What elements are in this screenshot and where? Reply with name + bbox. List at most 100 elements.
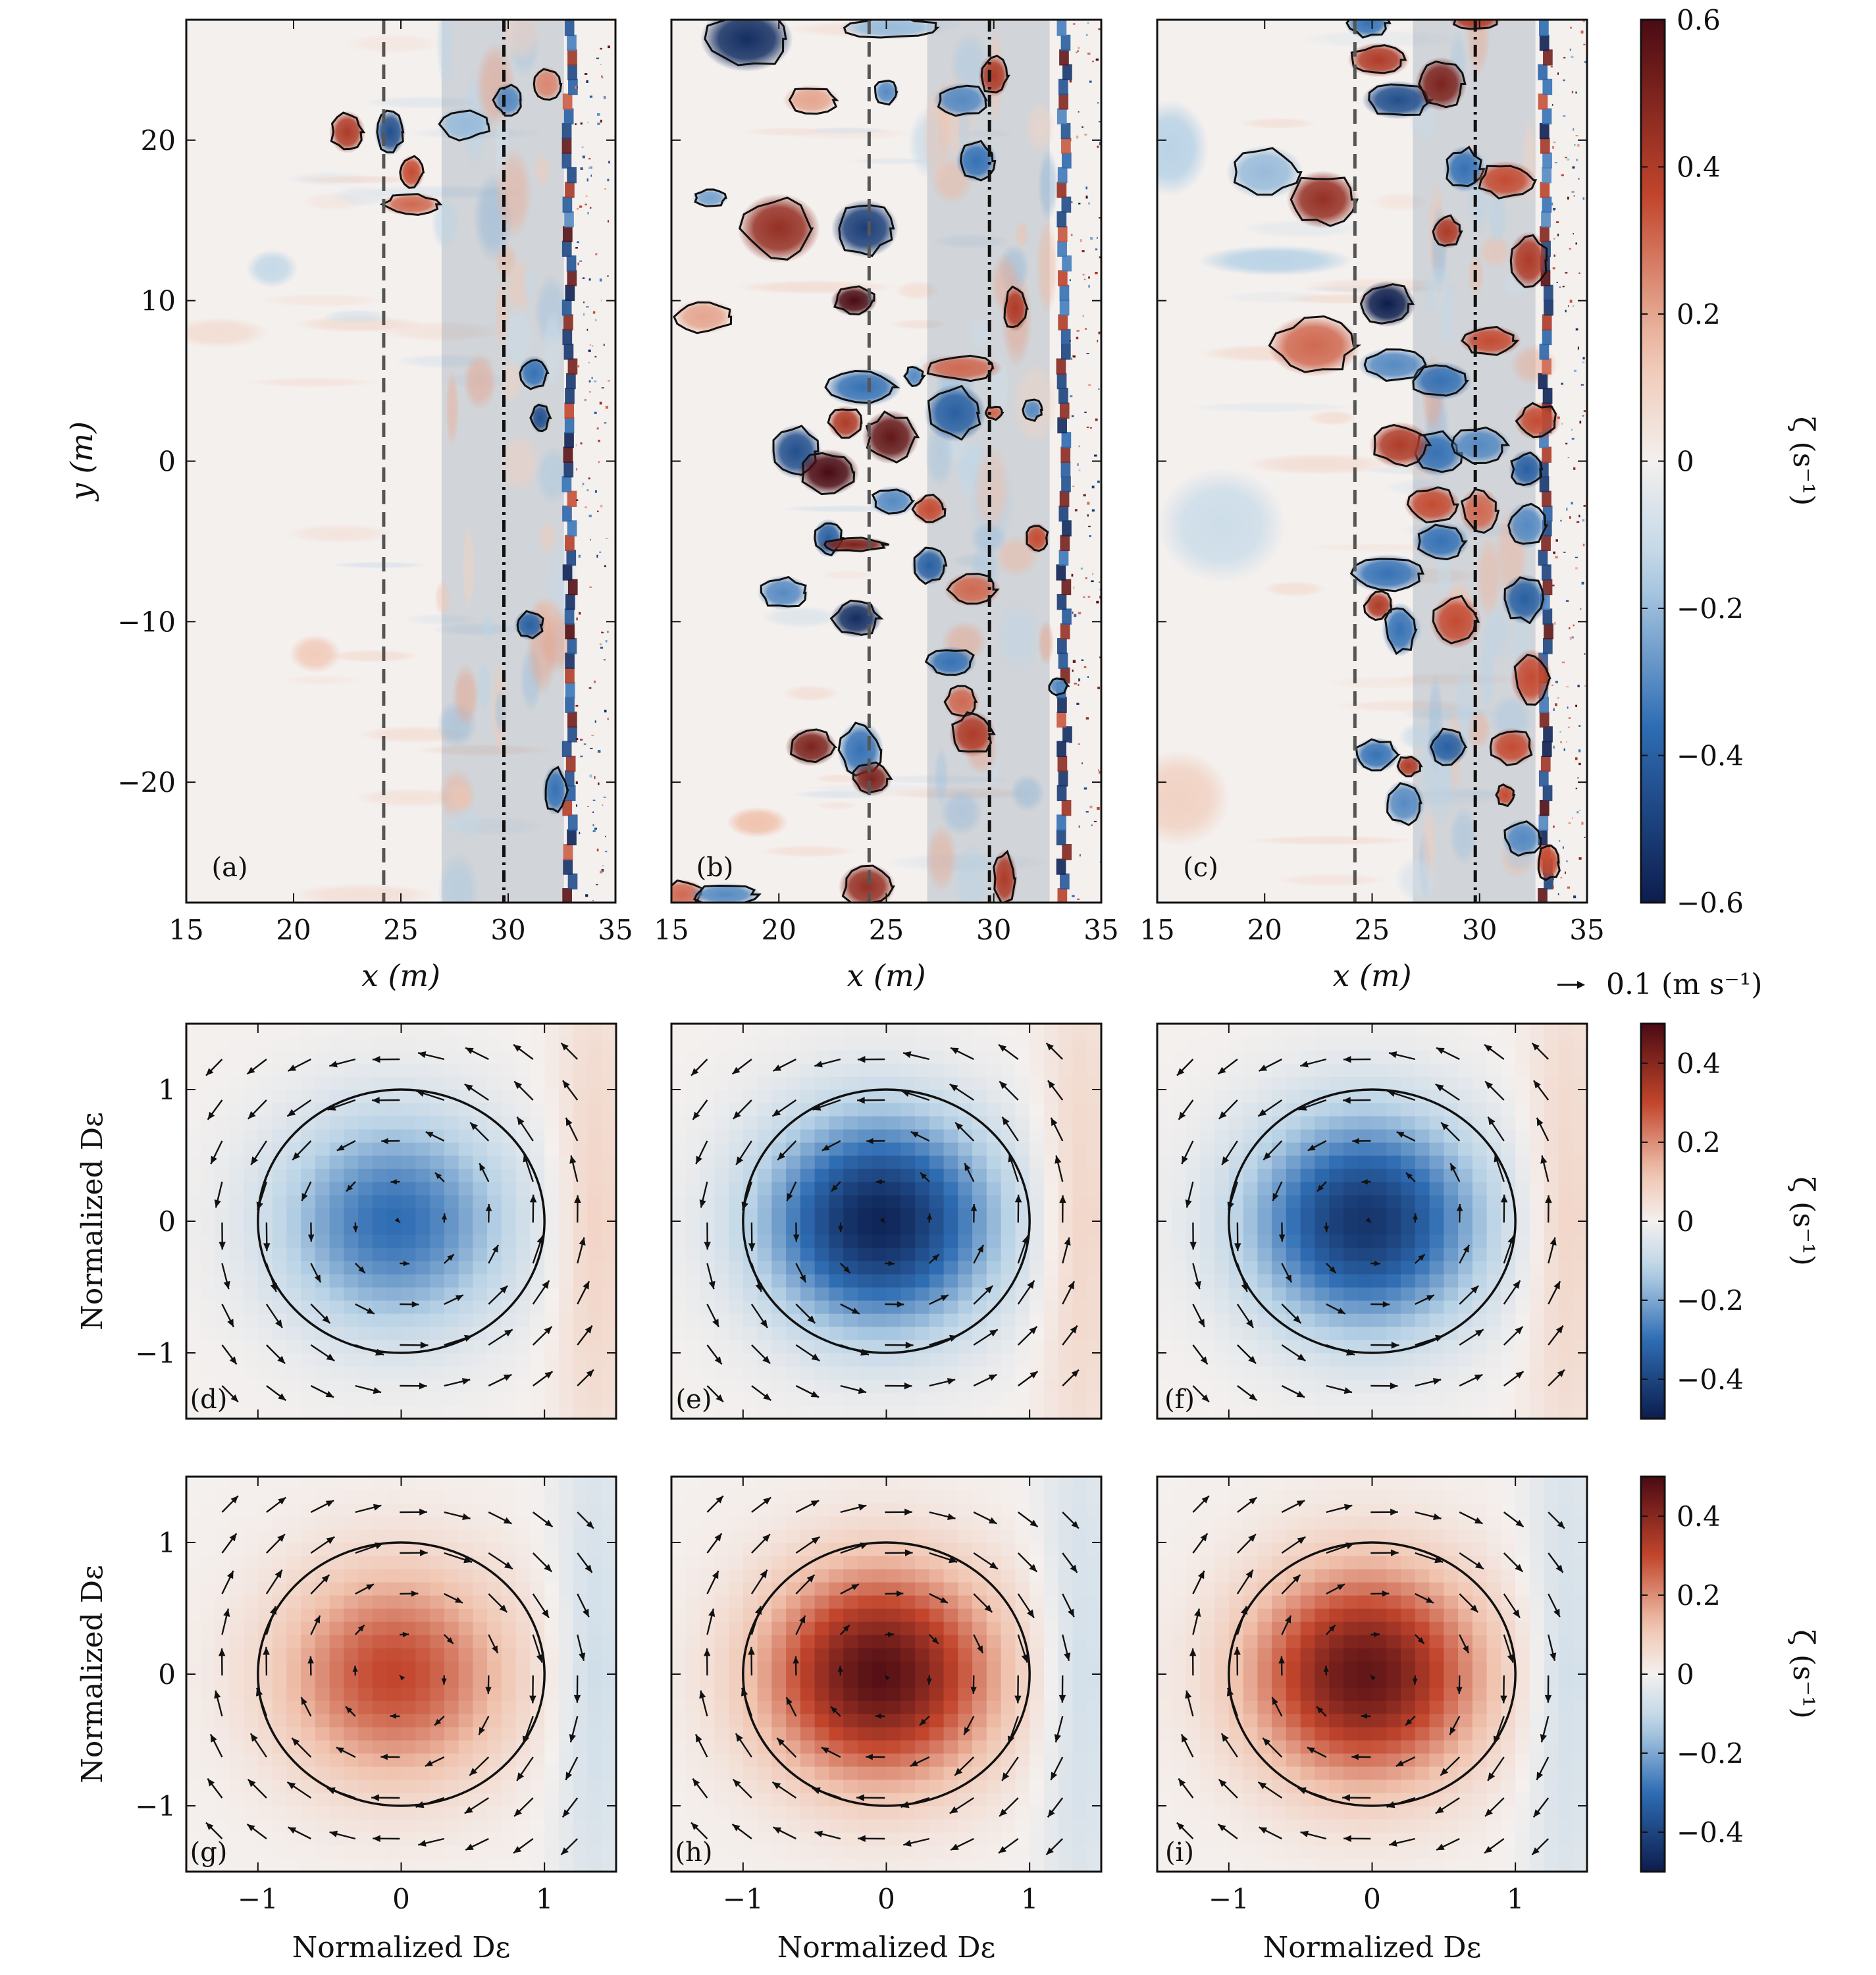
quiver-head — [219, 1242, 226, 1250]
breaker-stripe — [1056, 858, 1066, 875]
heatmap-cell — [530, 1340, 545, 1354]
vorticity-streak — [1449, 806, 1478, 866]
quiver-head — [812, 1103, 821, 1111]
heatmap-cell — [186, 1050, 201, 1064]
heatmap-cell — [1029, 1221, 1045, 1235]
heatmap-cell — [458, 1116, 473, 1130]
heatmap-cell — [685, 1379, 701, 1393]
heatmap-cell — [1401, 1103, 1416, 1117]
heatmap-cell — [1272, 1274, 1287, 1288]
breaker-speckle — [1082, 273, 1085, 276]
heatmap-cell — [229, 1477, 244, 1490]
heatmap-cell — [544, 1300, 560, 1314]
heatmap-cell — [200, 1569, 216, 1583]
heatmap-cell — [900, 1327, 916, 1340]
quiver-head — [1557, 1369, 1565, 1377]
heatmap-cell — [1401, 1300, 1416, 1314]
heatmap-cell — [1072, 1274, 1087, 1288]
heatmap-cell — [671, 1379, 687, 1393]
heatmap-cell — [344, 1595, 359, 1609]
heatmap-cell — [1573, 1406, 1587, 1419]
heatmap-cell — [301, 1063, 316, 1077]
heatmap-cell — [458, 1700, 473, 1714]
eddy-contour — [533, 68, 563, 101]
heatmap-cell — [1343, 1353, 1359, 1367]
heatmap-cell — [1087, 1090, 1101, 1103]
heatmap-cell — [286, 1182, 301, 1196]
heatmap-cell — [1444, 1221, 1459, 1235]
heatmap-cell — [315, 1142, 330, 1156]
heatmap-cell — [1357, 1248, 1373, 1261]
heatmap-cell — [1515, 1090, 1530, 1103]
heatmap-cell — [272, 1516, 287, 1530]
heatmap-cell — [1529, 1234, 1545, 1248]
quiver-head — [1456, 1203, 1463, 1211]
quiver-head — [1177, 1068, 1185, 1076]
positive-eddy — [943, 684, 980, 720]
heatmap-cell — [501, 1406, 517, 1419]
heatmap-cell — [386, 1221, 402, 1235]
breaker-speckle — [1561, 423, 1563, 425]
heatmap-cell — [530, 1129, 545, 1143]
quiver-head — [565, 1117, 573, 1126]
heatmap-cell — [401, 1608, 416, 1622]
heatmap-cell — [700, 1208, 715, 1222]
heatmap-cell — [1573, 1142, 1587, 1156]
heatmap-cell — [1286, 1379, 1301, 1393]
heatmap-cell — [1157, 1221, 1172, 1235]
heatmap-cell — [286, 1477, 301, 1490]
heatmap-cell — [487, 1542, 502, 1556]
heatmap-cell — [1486, 1340, 1501, 1354]
heatmap-cell — [929, 1287, 945, 1301]
heatmap-cell — [229, 1261, 244, 1275]
heatmap-cell — [1529, 1274, 1545, 1288]
breaker-stripe — [1061, 432, 1072, 448]
heatmap-cell — [415, 1221, 430, 1235]
heatmap-cell — [244, 1116, 259, 1130]
heatmap-cell — [544, 1392, 560, 1406]
heatmap-cell — [344, 1845, 359, 1859]
heatmap-cell — [1058, 1063, 1074, 1077]
heatmap-cell — [900, 1366, 916, 1380]
vorticity-streak — [972, 443, 1011, 535]
heatmap-cell — [1386, 1169, 1401, 1182]
heatmap-cell — [843, 1050, 858, 1064]
breaker-speckle — [1085, 577, 1087, 579]
heatmap-cell — [1573, 1182, 1587, 1196]
quiver-head — [741, 1201, 748, 1211]
heatmap-cell — [358, 1569, 373, 1583]
heatmap-cell — [1200, 1195, 1215, 1209]
heatmap-cell — [1043, 1142, 1059, 1156]
heatmap-cell — [573, 1313, 588, 1327]
heatmap-cell — [986, 1379, 1002, 1393]
heatmap-cell — [757, 1261, 772, 1275]
heatmap-cell — [344, 1477, 359, 1490]
breaker-stripe — [1540, 226, 1550, 242]
vorticity-streak — [481, 612, 496, 642]
heatmap-cell — [1029, 1037, 1045, 1051]
heatmap-cell — [729, 1366, 744, 1380]
heatmap-cell — [415, 1503, 430, 1517]
heatmap-cell — [1214, 1392, 1230, 1406]
heatmap-cell — [602, 1327, 616, 1340]
heatmap-cell — [473, 1595, 488, 1609]
eddy-contour — [946, 573, 1000, 605]
breaker-speckle — [1085, 34, 1088, 36]
quiver-head — [1227, 1201, 1234, 1211]
breaker-speckle — [1573, 233, 1574, 235]
heatmap-cell — [415, 1142, 430, 1156]
breaker-speckle — [1584, 653, 1586, 655]
breaker-stripe — [1057, 638, 1067, 654]
heatmap-cell — [515, 1340, 531, 1354]
heatmap-cell — [1186, 1076, 1201, 1090]
heatmap-cell — [1573, 1353, 1587, 1367]
heatmap-cell — [415, 1648, 430, 1662]
heatmap-cell — [1015, 1155, 1030, 1169]
heatmap-cell — [1444, 1274, 1459, 1288]
breaker-stripe — [1057, 755, 1068, 772]
heatmap-cell — [743, 1313, 758, 1327]
heatmap-cell — [843, 1024, 858, 1038]
heatmap-cell — [602, 1142, 616, 1156]
heatmap-cell — [757, 1169, 772, 1182]
breaker-speckle — [1553, 254, 1555, 257]
